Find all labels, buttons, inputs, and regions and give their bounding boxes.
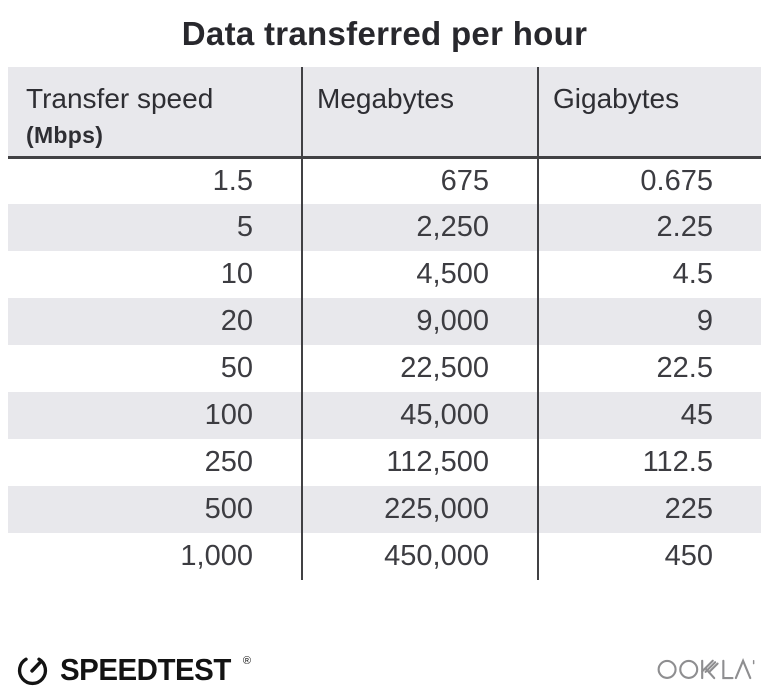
table-cell: 2,250 bbox=[301, 204, 538, 251]
table-body: 1.5 675 0.675 5 2,250 2.25 10 4,500 4.5 20 9,000 9 5… bbox=[8, 157, 761, 580]
table-cell: 675 bbox=[301, 157, 538, 204]
page-title: Data transferred per hour bbox=[181, 15, 588, 52]
table-row: 50 22,500 22.5 bbox=[8, 345, 761, 392]
table-cell: 112,500 bbox=[301, 439, 538, 486]
table-cell: 450 bbox=[537, 533, 761, 580]
table-cell: 5 bbox=[8, 204, 302, 251]
table-header: Transfer speed (Mbps) Megabytes Gigabyte… bbox=[8, 67, 761, 159]
table-cell: 9,000 bbox=[301, 298, 538, 345]
table-cell: 10 bbox=[220, 258, 253, 290]
ookla-logo bbox=[657, 651, 757, 684]
table-row: 1.5 675 0.675 bbox=[8, 157, 761, 204]
table-cell: 1,000 bbox=[180, 540, 253, 572]
table-cell: 45,000 bbox=[301, 392, 538, 439]
table-cell: 250 bbox=[204, 446, 253, 478]
table-cell: 100 bbox=[8, 392, 302, 439]
speedtest-label: SPEEDTEST bbox=[60, 652, 231, 687]
table-row: 250 112,500 112.5 bbox=[8, 439, 761, 486]
table-cell: 4,500 bbox=[301, 251, 538, 298]
table-cell: 4.5 bbox=[537, 251, 761, 298]
speedtest-logo: SPEEDTEST ® bbox=[14, 651, 257, 688]
table-row: 500 225,000 225 bbox=[8, 486, 761, 533]
table-cell: 2.25 bbox=[537, 204, 761, 251]
table-row: 5 2,250 2.25 bbox=[8, 204, 761, 251]
table-cell: 22,500 bbox=[301, 345, 538, 392]
header-gigabytes: Gigabytes bbox=[537, 67, 761, 159]
table-cell: 1.5 bbox=[212, 164, 253, 197]
table-cell: 225 bbox=[537, 486, 761, 533]
header-megabytes: Megabytes bbox=[301, 67, 538, 159]
table-cell: 225,000 bbox=[301, 486, 538, 533]
table-row: 1,000 450,000 450 bbox=[8, 533, 761, 580]
table-row: 20 9,000 9 bbox=[8, 298, 761, 345]
header-transfer-speed: Transfer speed (Mbps) bbox=[8, 67, 302, 159]
table-row: 10 4,500 4.5 bbox=[8, 251, 761, 298]
table-cell: 22.5 bbox=[537, 345, 761, 392]
footer: SPEEDTEST ® bbox=[0, 646, 769, 688]
table-row: 100 45,000 45 bbox=[8, 392, 761, 439]
table-cell: 112.5 bbox=[537, 439, 761, 486]
table-cell: 20 bbox=[8, 298, 302, 345]
table-cell: 9 bbox=[537, 298, 761, 345]
gauge-icon bbox=[17, 657, 48, 685]
table-header-row: Transfer speed (Mbps) Megabytes Gigabyte… bbox=[8, 67, 761, 159]
table-cell: 0.675 bbox=[537, 157, 761, 204]
registered-trademark-mark: ® bbox=[242, 654, 251, 667]
table-cell: 45 bbox=[537, 392, 761, 439]
header-mbps-unit: (Mbps) bbox=[26, 122, 104, 148]
table-cell: 50 bbox=[220, 352, 253, 384]
data-table: Transfer speed (Mbps) Megabytes Gigabyte… bbox=[8, 67, 761, 580]
table-cell: 500 bbox=[8, 486, 302, 533]
ookla-wordmark-icon bbox=[657, 658, 755, 680]
table-cell: 450,000 bbox=[301, 533, 538, 580]
header-transfer-speed-label: Transfer speed bbox=[26, 83, 214, 114]
